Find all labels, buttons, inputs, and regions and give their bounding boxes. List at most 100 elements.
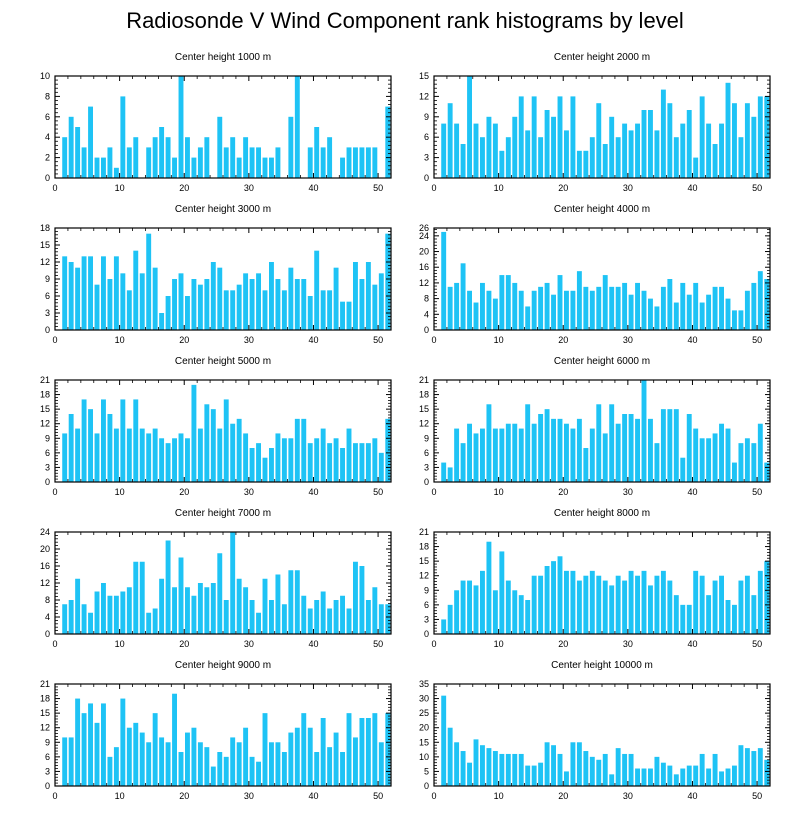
panel-9-bar-38 [301,713,307,786]
panel-3-bar-12 [133,250,139,330]
panel-7-bar-43 [333,600,339,634]
panel-1-bar-44 [340,157,345,178]
panel-2-bar-10 [499,150,505,178]
panel-5-bar-20 [185,438,190,482]
panel-4-bar-35 [660,286,666,330]
panel-4-bar-5 [467,290,472,330]
panel-2-bar-27 [609,116,615,178]
panel-6-bar-32 [641,380,647,482]
panel-1-ytick-label-0: 0 [45,173,50,183]
panel-3-bar-23 [204,279,210,330]
panel-9-ytick-label-9: 9 [45,737,50,747]
panel-10-ytick-label-25: 25 [419,708,429,718]
panel-5-bar-10 [120,399,126,482]
panel-2-ytick-label-0: 0 [424,173,429,183]
panel-7-bar-9 [113,595,119,634]
panel-9-bar-50 [378,742,384,786]
panel-5-bar-19 [178,433,184,482]
panel-8-bar-25 [596,575,602,634]
panel-8-bar-41 [699,575,705,634]
panel-10-bar-12 [512,753,518,786]
panel-4-xtick-label-40: 40 [687,335,697,345]
panel-3-bar-21 [191,279,197,330]
panel-6-bar-10 [499,428,505,482]
panel-8-xtick-label-50: 50 [752,639,762,649]
panel-6-bar-45 [725,428,731,482]
panel-6-bar-18 [551,418,556,482]
panel-5-bar-14 [146,433,152,482]
panel-6-ytick-label-18: 18 [419,390,429,400]
panel-6-bar-14 [525,404,531,482]
panel-2-bar-50 [757,96,763,178]
panel-1-bar-21 [191,157,197,178]
panel-6-bar-16 [538,414,544,482]
panel-9-bar-22 [197,742,203,786]
panel-3-bar-7 [101,256,106,330]
panel-6-bar-36 [667,409,673,482]
panel-9-bar-3 [75,698,81,786]
panel-8-bar-1 [441,619,447,634]
panel-7-bar-31 [256,612,261,634]
panel-5-ytick-label-6: 6 [45,448,50,458]
panel-2-bar-39 [686,110,692,178]
panel-4-bar-3 [454,282,460,330]
panel-6-bar-19 [557,418,563,482]
panel-7-bar-28 [236,578,242,634]
panel-5-ytick-label-3: 3 [45,462,50,472]
panel-6-bar-29 [622,414,628,482]
panel-6-bar-34 [654,443,660,482]
panel-4-ytick-label-8: 8 [424,294,429,304]
panel-1-bar-46 [353,147,358,178]
panel-10-bar-30 [628,753,634,786]
panel-9-bar-30 [249,756,255,786]
panel-8-bar-26 [602,580,608,634]
panel-10-bar-25 [596,759,602,786]
panel-5-ytick-label-9: 9 [45,433,50,443]
panel-6-bar-8 [486,404,492,482]
panel-9-bar-12 [133,722,139,786]
panel-1-bar-41 [320,147,326,178]
panel-5-bar-36 [288,438,294,482]
panel-8-bar-5 [467,580,472,634]
panel-2-bar-49 [751,116,757,178]
panel-10-bar-43 [712,753,718,786]
panel-1-bar-14 [146,147,152,178]
panel-8-bar-22 [576,580,582,634]
panel-7-bar-1 [62,604,68,634]
panel-7-ytick-label-0: 0 [45,629,50,639]
panel-6-bar-51 [764,462,770,482]
panel-10-bar-42 [706,768,712,786]
panel-2-bar-21 [570,96,576,178]
panel-9-bar-11 [126,727,132,786]
panel-2-ytick-label-9: 9 [424,112,429,122]
panel-2-bar-25 [596,103,602,178]
panel-4-bar-29 [622,282,628,330]
panel-1-bar-39 [307,147,313,178]
panel-2-bar-32 [641,110,647,178]
panel-5-bar-17 [165,443,171,482]
panel-10-bar-36 [667,765,673,786]
panel-5-bar-12 [133,399,139,482]
panel-8-xtick-label-0: 0 [431,639,436,649]
panel-9-bar-49 [372,713,378,786]
panel-6-bar-17 [544,409,550,482]
panel-3-bar-9 [113,256,119,330]
panel-6-ytick-label-0: 0 [424,477,429,487]
panel-6-bar-22 [576,418,582,482]
panel-2-ytick-label-12: 12 [419,91,429,101]
panel-3-ytick-label-9: 9 [45,274,50,284]
panel-9-bar-46 [353,737,358,786]
panel-2-xtick-label-20: 20 [558,183,568,193]
panel-7-bar-38 [301,595,307,634]
panel-2-bar-7 [480,137,485,178]
panel-7-bar-32 [262,578,268,634]
panel-8-bar-3 [454,590,460,634]
panel-3-xtick-label-10: 10 [115,335,125,345]
panel-3-bar-32 [262,290,268,330]
panel-4-bar-51 [764,279,770,330]
panel-2-bar-38 [680,123,686,178]
panel-2-xtick-label-30: 30 [623,183,633,193]
panel-8-title: Center height 8000 m [554,508,650,519]
panel-6-ytick-label-3: 3 [424,462,429,472]
panel-8-bar-23 [583,575,589,634]
